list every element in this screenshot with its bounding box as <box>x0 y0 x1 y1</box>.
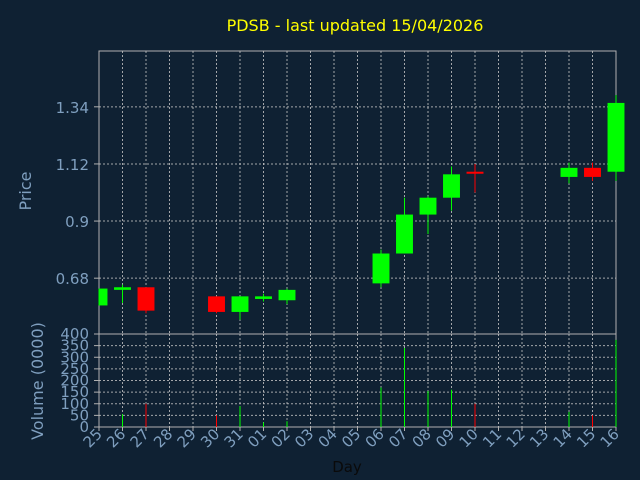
candle-body <box>396 214 413 254</box>
candle-body <box>560 167 578 177</box>
price-tick-label: 1.34 <box>56 99 89 117</box>
volume-tick-label: 150 <box>60 383 89 401</box>
candle-body <box>114 287 131 290</box>
x-axis-label: Day <box>332 458 362 476</box>
price-tick-label: 1.12 <box>56 156 89 174</box>
volume-axis-label: Volume (0000) <box>28 322 47 440</box>
candle-body <box>278 289 296 301</box>
volume-tick-label: 400 <box>60 325 89 343</box>
volume-tick-label: 250 <box>60 360 89 378</box>
candle-body <box>443 174 460 198</box>
price-panel: 0.68 0.9 1.12 1.34 <box>56 50 625 335</box>
price-tick-label: 0.68 <box>56 270 89 288</box>
volume-tick-label: 50 <box>70 406 89 424</box>
chart-title: PDSB - last updated 15/04/2026 <box>227 16 484 35</box>
volume-tick-label: 300 <box>60 348 89 366</box>
x-axis: 2526272829303101020304050607080910111213… <box>80 425 623 451</box>
candle-body <box>607 102 625 172</box>
candle-body <box>208 296 225 312</box>
candle-body <box>231 296 249 312</box>
candle-body <box>419 197 437 215</box>
price-axis-label: Price <box>16 171 35 210</box>
volume-tick-label: 0 <box>79 418 89 436</box>
candle-body <box>137 287 155 311</box>
candle-body <box>255 296 272 299</box>
candle-body <box>466 171 484 174</box>
candle-body <box>584 167 601 177</box>
candle-body <box>99 288 108 306</box>
volume-tick-label: 350 <box>60 337 89 355</box>
volume-tick-label: 200 <box>60 372 89 390</box>
price-tick-label: 0.9 <box>65 213 89 231</box>
candle-body <box>372 253 390 284</box>
volume-tick-label: 100 <box>60 395 89 413</box>
